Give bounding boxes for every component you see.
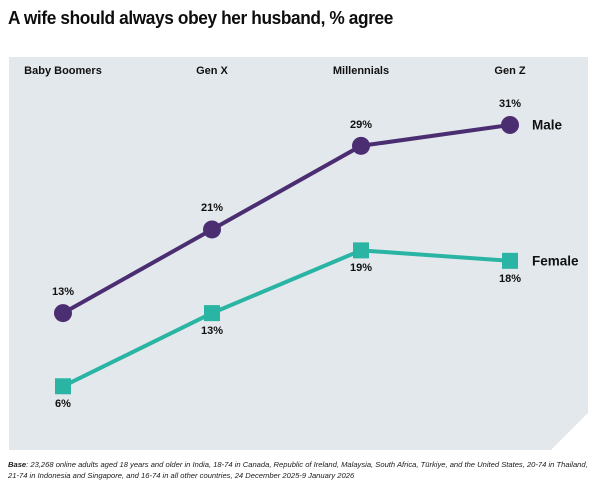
- category-label-gen-x: Gen X: [196, 65, 228, 77]
- male-point-gen-z: [501, 116, 519, 134]
- male-point-gen-x: [203, 220, 221, 238]
- category-label-millennials: Millennials: [332, 65, 390, 77]
- source-base-label: Base: [8, 460, 27, 469]
- female-value-label-baby-boomers: 6%: [55, 398, 71, 411]
- female-point-gen-z: [502, 253, 518, 269]
- category-label-baby-boomers: Baby Boomers: [24, 65, 102, 77]
- series-label-male: Male: [532, 117, 563, 133]
- male-value-label-gen-x: 21%: [200, 202, 224, 215]
- female-point-gen-x: [204, 305, 220, 321]
- female-line: [63, 250, 510, 386]
- female-point-baby-boomers: [55, 378, 71, 394]
- series-label-female: Female: [532, 253, 579, 269]
- male-point-millennials: [352, 137, 370, 155]
- male-value-label-millennials: 29%: [349, 118, 373, 131]
- chart-canvas: [9, 57, 588, 450]
- female-point-millennials: [353, 242, 369, 258]
- source-base-text: : 23,268 online adults aged 18 years and…: [8, 460, 588, 480]
- female-value-label-gen-x: 13%: [200, 325, 224, 338]
- male-value-label-baby-boomers: 13%: [51, 286, 75, 299]
- chart-panel: Baby Boomers Gen X Millennials Gen Z 13% 21% 2…: [9, 57, 588, 450]
- female-value-label-gen-z: 18%: [498, 272, 522, 285]
- male-value-label-gen-z: 31%: [498, 97, 522, 110]
- female-value-label-millennials: 19%: [349, 262, 373, 275]
- category-label-gen-z: Gen Z: [494, 65, 526, 77]
- male-point-baby-boomers: [54, 304, 72, 322]
- source-note: Base: 23,268 online adults aged 18 years…: [8, 460, 594, 481]
- male-line: [63, 125, 510, 313]
- chart-title: A wife should always obey her husband, %…: [8, 8, 394, 28]
